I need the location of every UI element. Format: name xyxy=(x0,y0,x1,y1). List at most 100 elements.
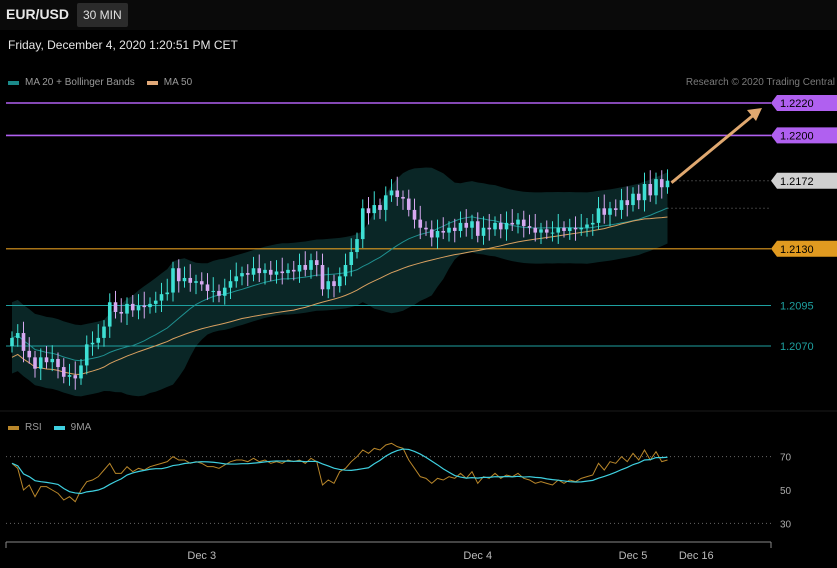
rsi-ma-line xyxy=(11,448,668,495)
candle-body-88 xyxy=(516,219,520,225)
legend-swatch-ma50 xyxy=(146,80,158,85)
candle-body-107 xyxy=(625,200,630,206)
candle-body-53 xyxy=(314,260,319,265)
candle-body-36 xyxy=(217,290,221,296)
candle-body-106 xyxy=(619,200,624,210)
candle-body-64 xyxy=(378,205,382,210)
main-legend: MA 20 + Bollinger Bands MA 50 xyxy=(8,77,192,88)
candle-body-10 xyxy=(67,375,72,377)
candle-body-67 xyxy=(395,190,400,197)
symbol-label[interactable]: EUR/USD xyxy=(6,6,70,22)
rsi-tick-1: 50 xyxy=(780,486,792,497)
candle-body-62 xyxy=(366,208,371,214)
candle-body-94 xyxy=(550,232,555,234)
candle-body-56 xyxy=(332,281,336,287)
candle-body-31 xyxy=(188,277,193,283)
candle-body-65 xyxy=(383,195,388,210)
candle-body-28 xyxy=(171,268,175,293)
candle-body-83 xyxy=(487,227,492,230)
candle-body-108 xyxy=(631,193,635,206)
candle-body-55 xyxy=(326,281,331,290)
legend-swatch-ma20 xyxy=(8,80,19,85)
candle-body-87 xyxy=(510,222,515,225)
candle-body-51 xyxy=(303,265,308,270)
candle-body-41 xyxy=(245,273,250,275)
candle-body-110 xyxy=(642,184,647,201)
price-tag-bg-0 xyxy=(771,95,837,111)
candle-body-86 xyxy=(504,222,509,230)
candle-body-89 xyxy=(521,219,526,227)
candle-body-78 xyxy=(458,222,463,231)
candle-body-95 xyxy=(556,227,561,233)
candle-body-112 xyxy=(654,179,658,196)
candle-body-113 xyxy=(659,179,664,188)
price-tag-label-0: 1.2220 xyxy=(780,98,814,110)
candle-body-97 xyxy=(567,227,572,231)
candle-body-12 xyxy=(79,365,83,379)
arrow-shaft xyxy=(670,111,757,184)
candle-body-6 xyxy=(44,357,49,363)
candle-body-13 xyxy=(84,344,89,366)
rsi-panel: 70 50 30 xyxy=(0,410,837,530)
candle-body-114 xyxy=(665,180,670,188)
candle-body-69 xyxy=(406,198,411,210)
candle-body-54 xyxy=(320,265,325,290)
candle-body-63 xyxy=(372,205,377,214)
candle-body-99 xyxy=(579,227,584,230)
candle-body-79 xyxy=(464,222,469,228)
ma20-line xyxy=(11,207,668,362)
candle-body-39 xyxy=(234,276,239,282)
price-tag-label-2: 1.2172 xyxy=(780,176,814,188)
candle-body-4 xyxy=(33,357,37,369)
candle-body-111 xyxy=(648,184,653,196)
candle-body-90 xyxy=(527,226,532,228)
candle-body-52 xyxy=(309,260,313,270)
candle-body-29 xyxy=(176,268,181,282)
legend-label-rsi: RSI xyxy=(25,422,42,433)
candle-body-103 xyxy=(602,208,607,215)
candle-body-45 xyxy=(268,269,273,275)
candle-body-98 xyxy=(573,227,578,230)
price-levels xyxy=(6,102,771,347)
bollinger-bands xyxy=(12,167,668,397)
x-axis: Dec 3 Dec 4 Dec 5 Dec 16 xyxy=(5,541,772,562)
price-tag-label-1: 1.2200 xyxy=(780,130,814,142)
candle-body-15 xyxy=(96,337,101,343)
candle-body-100 xyxy=(585,224,589,228)
candle-body-5 xyxy=(38,357,43,369)
candle-body-32 xyxy=(194,281,198,283)
candle-body-25 xyxy=(153,300,158,304)
candle-body-68 xyxy=(401,196,405,199)
candle-body-48 xyxy=(286,269,290,274)
candle-body-46 xyxy=(274,271,279,275)
candle-body-80 xyxy=(470,221,474,228)
candles xyxy=(10,169,670,390)
candle-body-96 xyxy=(562,227,566,231)
candle-body-11 xyxy=(73,375,78,379)
x-tick-label-3: Dec 16 xyxy=(679,550,714,562)
candle-body-66 xyxy=(389,190,394,196)
candle-body-35 xyxy=(211,290,216,292)
timeframe-button[interactable]: 30 MIN xyxy=(77,3,128,27)
price-tag-label-4: 1.2095 xyxy=(780,301,814,313)
candle-body-81 xyxy=(475,221,480,236)
candle-body-26 xyxy=(159,294,164,301)
legend-label-ma50: MA 50 xyxy=(163,77,193,88)
candle-body-14 xyxy=(90,342,95,345)
bollinger-band-area xyxy=(12,167,668,397)
rsi-line xyxy=(11,442,668,503)
candle-body-21 xyxy=(130,303,135,311)
candle-body-9 xyxy=(61,367,66,377)
candle-body-60 xyxy=(355,239,359,253)
candle-body-85 xyxy=(498,222,503,230)
price-tags: 1.2220 1.2200 1.2172 1.2130 1.2095 1.2070 xyxy=(771,95,837,353)
candle-body-8 xyxy=(56,358,60,368)
candle-body-58 xyxy=(343,265,348,277)
candle-body-73 xyxy=(429,229,434,238)
candle-body-19 xyxy=(119,311,124,314)
candle-body-61 xyxy=(360,208,365,240)
candle-body-34 xyxy=(205,284,210,291)
candle-body-92 xyxy=(539,229,543,233)
rsi-tick-2: 30 xyxy=(780,519,792,530)
arrow-head xyxy=(747,108,762,121)
